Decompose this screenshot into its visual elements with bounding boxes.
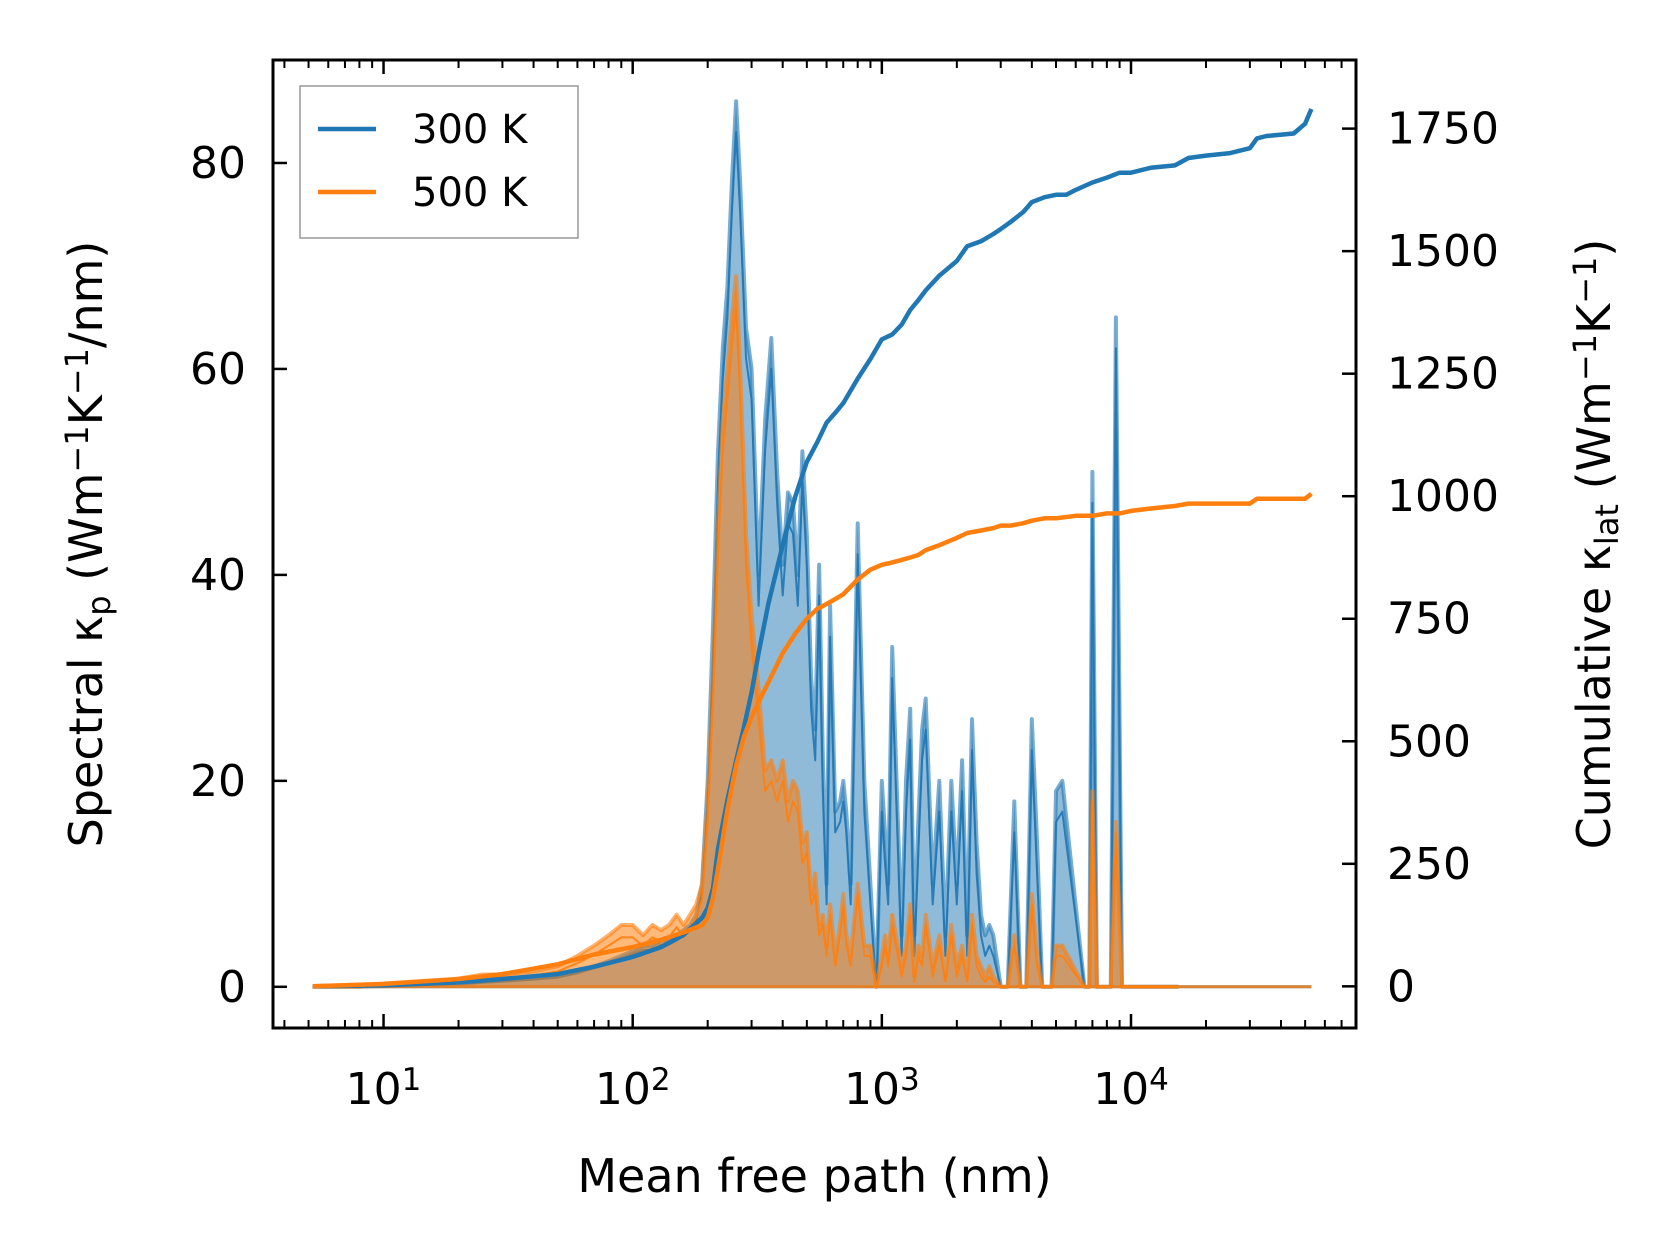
- y-right-tick-label: 1750: [1387, 104, 1499, 155]
- y-left-tick-label: 60: [190, 344, 246, 395]
- y-right-tick-label: 0: [1387, 961, 1415, 1012]
- x-tick-label: 102: [595, 1062, 671, 1115]
- y-left-axis-label: Spectral κp (Wm−1K−1/nm): [58, 241, 118, 848]
- x-axis-label: Mean free path (nm): [577, 1149, 1051, 1203]
- y-right-tick-label: 750: [1387, 594, 1471, 645]
- y-left-tick-label: 40: [190, 550, 246, 601]
- x-tick-label: 101: [346, 1062, 422, 1115]
- y-left-tick-label: 80: [190, 138, 246, 189]
- y-right-tick-label: 1250: [1387, 349, 1499, 400]
- y-left-tick-label: 20: [190, 756, 246, 807]
- cumulative-line-500k: [312, 492, 1313, 989]
- y-right-tick-label: 250: [1387, 839, 1471, 890]
- legend-label: 300 K: [412, 107, 529, 153]
- x-tick-label: 103: [844, 1062, 920, 1115]
- y-right-tick-label: 1000: [1387, 471, 1499, 522]
- x-tick-label: 104: [1093, 1062, 1169, 1115]
- y-right-axis-label: Cumulative κlat (Wm−1K−1): [1566, 239, 1626, 850]
- y-left-tick-label: 0: [218, 962, 246, 1013]
- legend-box: [299, 85, 579, 239]
- y-right-tick-label: 500: [1387, 716, 1471, 767]
- legend-label: 500 K: [412, 170, 529, 216]
- cumulative-line-300k: [312, 108, 1314, 989]
- plot-frame: [271, 58, 1358, 1030]
- y-right-tick-label: 1500: [1387, 226, 1499, 277]
- spectral-fill-500k: [312, 276, 1179, 987]
